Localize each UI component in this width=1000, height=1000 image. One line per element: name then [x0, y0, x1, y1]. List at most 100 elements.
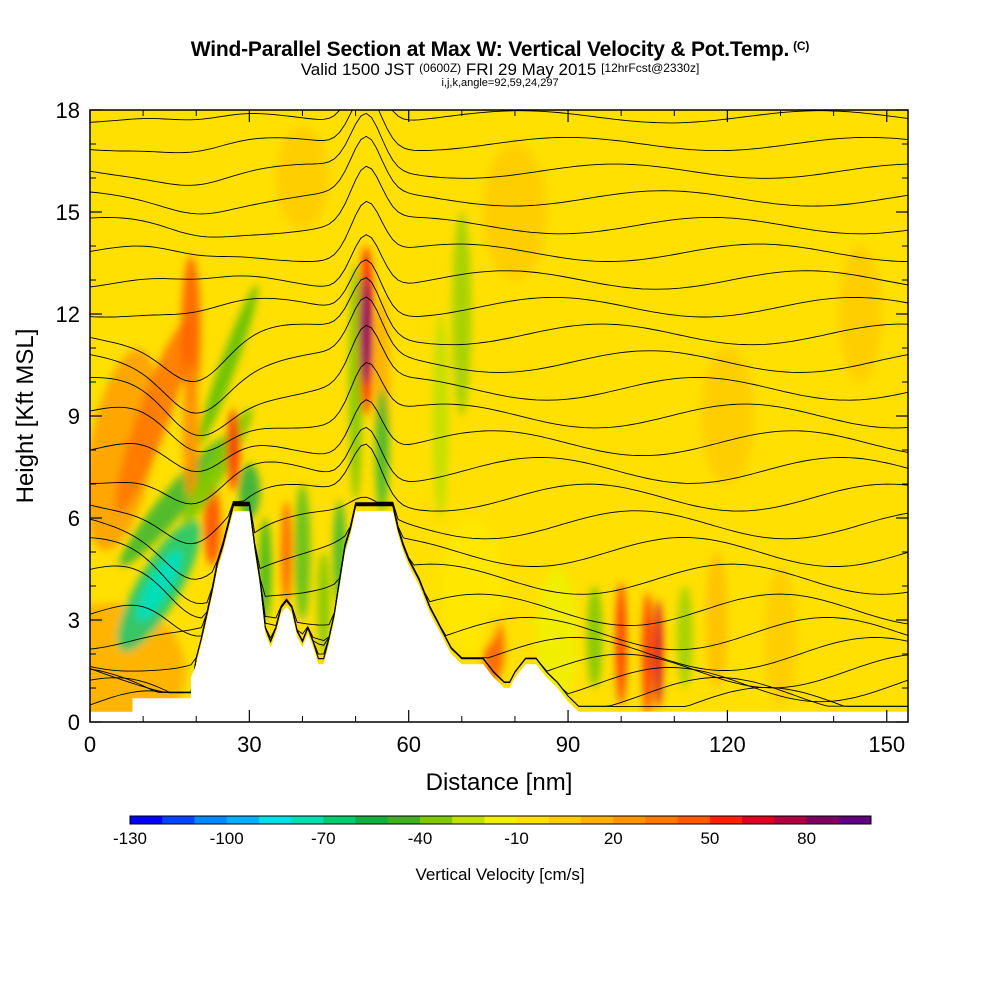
colorbar-label: -10 — [504, 829, 529, 848]
colorbar-label: 80 — [797, 829, 816, 848]
velocity-cell — [90, 349, 158, 551]
theta-contour-line — [90, 234, 908, 290]
velocity-cell — [361, 276, 371, 386]
colorbar-label: -100 — [210, 829, 244, 848]
colorbar-swatch — [613, 816, 646, 824]
x-axis: 0 30 60 90 120 150 — [84, 110, 905, 757]
velocity-cell — [642, 592, 654, 716]
y-tick-label: 0 — [68, 710, 80, 735]
colorbar-swatch — [323, 816, 357, 824]
colorbar-swatch — [774, 816, 808, 824]
valid-prefix: Valid 1500 JST — [300, 60, 415, 79]
velocity-cell — [294, 484, 311, 620]
x-tick-label: 120 — [709, 732, 746, 757]
colorbar-swatch — [548, 816, 582, 824]
colorbar-label: -130 — [113, 829, 147, 848]
velocity-cell — [452, 212, 472, 416]
velocity-cell — [227, 409, 240, 491]
x-tick-label: 150 — [868, 732, 905, 757]
velocity-cell — [198, 285, 259, 445]
theta-contour-line — [90, 296, 908, 414]
x-tick-label: 60 — [396, 732, 420, 757]
velocity-cell — [238, 463, 260, 518]
theta-contour-line — [90, 496, 908, 580]
velocity-cell — [181, 256, 201, 406]
colorbar-swatch — [581, 816, 614, 824]
colorbar-swatch — [291, 816, 324, 824]
y-tick-label: 6 — [68, 506, 80, 531]
y-tick-label: 9 — [68, 404, 80, 429]
theta-contour-line — [90, 426, 908, 505]
colorbar-swatch — [709, 816, 743, 824]
colorbar-swatch — [806, 816, 840, 824]
velocity-cell — [654, 599, 663, 709]
colorbar-swatch — [742, 816, 775, 824]
theta-contour-line — [90, 165, 908, 238]
colorbar-swatch — [130, 816, 163, 824]
colorbar-swatch — [258, 816, 292, 824]
chart-title-text: Wind-Parallel Section at Max W: Vertical… — [190, 38, 790, 61]
colorbar-frame — [129, 815, 872, 825]
theta-contour-line — [90, 324, 908, 437]
y-axis: 0 3 6 9 12 15 18 — [56, 98, 908, 735]
colorbar-swatch — [194, 816, 228, 824]
x-tick-label: 90 — [556, 732, 580, 757]
theta-contour-line — [90, 110, 908, 154]
velocity-cell — [615, 582, 627, 705]
velocity-cell — [432, 314, 449, 518]
velocity-cell — [119, 435, 231, 567]
velocity-cell — [838, 246, 882, 382]
velocity-cell — [483, 144, 547, 280]
colorbar-label: 20 — [604, 829, 623, 848]
theta-contours — [90, 110, 908, 707]
colorbar-swatch — [387, 816, 421, 824]
velocity-cell — [706, 552, 728, 688]
colorbar — [129, 815, 872, 825]
velocity-cell — [676, 586, 693, 688]
theta-contour-line — [90, 259, 908, 318]
colorbar-label: -70 — [311, 829, 336, 848]
colorbar-swatch — [355, 816, 389, 824]
theta-contour-line — [90, 277, 908, 382]
colorbar-swatch — [226, 816, 260, 824]
theta-contour-line — [90, 361, 908, 453]
velocity-cell — [764, 569, 797, 705]
velocity-cell — [317, 552, 331, 654]
velocity-field — [90, 127, 882, 722]
colorbar-swatch — [162, 816, 195, 824]
velocity-cell — [586, 586, 603, 688]
theta-contour-line — [90, 443, 908, 545]
colorbar-swatch — [484, 816, 518, 824]
velocity-cell — [115, 319, 192, 513]
forecast-info: [12hrFcst@2330z] — [601, 61, 700, 75]
velocity-cell — [700, 348, 754, 484]
velocity-cell — [203, 484, 221, 566]
theta-contour-line — [90, 200, 908, 262]
colorbar-label: 50 — [700, 829, 719, 848]
y-axis-label: Height [Kft MSL] — [12, 329, 39, 504]
y-tick-label: 3 — [68, 608, 80, 633]
x-tick-label: 0 — [84, 732, 96, 757]
velocity-cell — [440, 518, 505, 654]
valid-date: FRI 29 May 2015 — [465, 60, 597, 79]
velocity-cell — [375, 388, 390, 512]
chart-title: Wind-Parallel Section at Max W: Vertical… — [0, 38, 1000, 62]
copyright-mark: (C) — [793, 39, 810, 53]
valid-time-line: Valid 1500 JST (0600Z) FRI 29 May 2015 [… — [0, 60, 1000, 80]
terrain — [90, 511, 908, 722]
x-axis-label: Distance [nm] — [426, 769, 573, 796]
velocity-cell — [275, 127, 330, 229]
x-tick-label: 30 — [237, 732, 261, 757]
colorbar-swatch — [516, 816, 550, 824]
y-tick-label: 15 — [56, 200, 80, 225]
theta-contour-line — [90, 112, 908, 186]
colorbar-swatch — [452, 816, 485, 824]
y-tick-label: 12 — [56, 302, 80, 327]
y-tick-label: 18 — [56, 98, 80, 123]
theta-contour-line — [90, 135, 908, 215]
section-params: i,j,k,angle=92,59,24,297 — [441, 77, 559, 89]
colorbar-swatch — [645, 816, 679, 824]
theta-contour-line — [90, 110, 908, 124]
colorbar-swatch — [419, 816, 453, 824]
